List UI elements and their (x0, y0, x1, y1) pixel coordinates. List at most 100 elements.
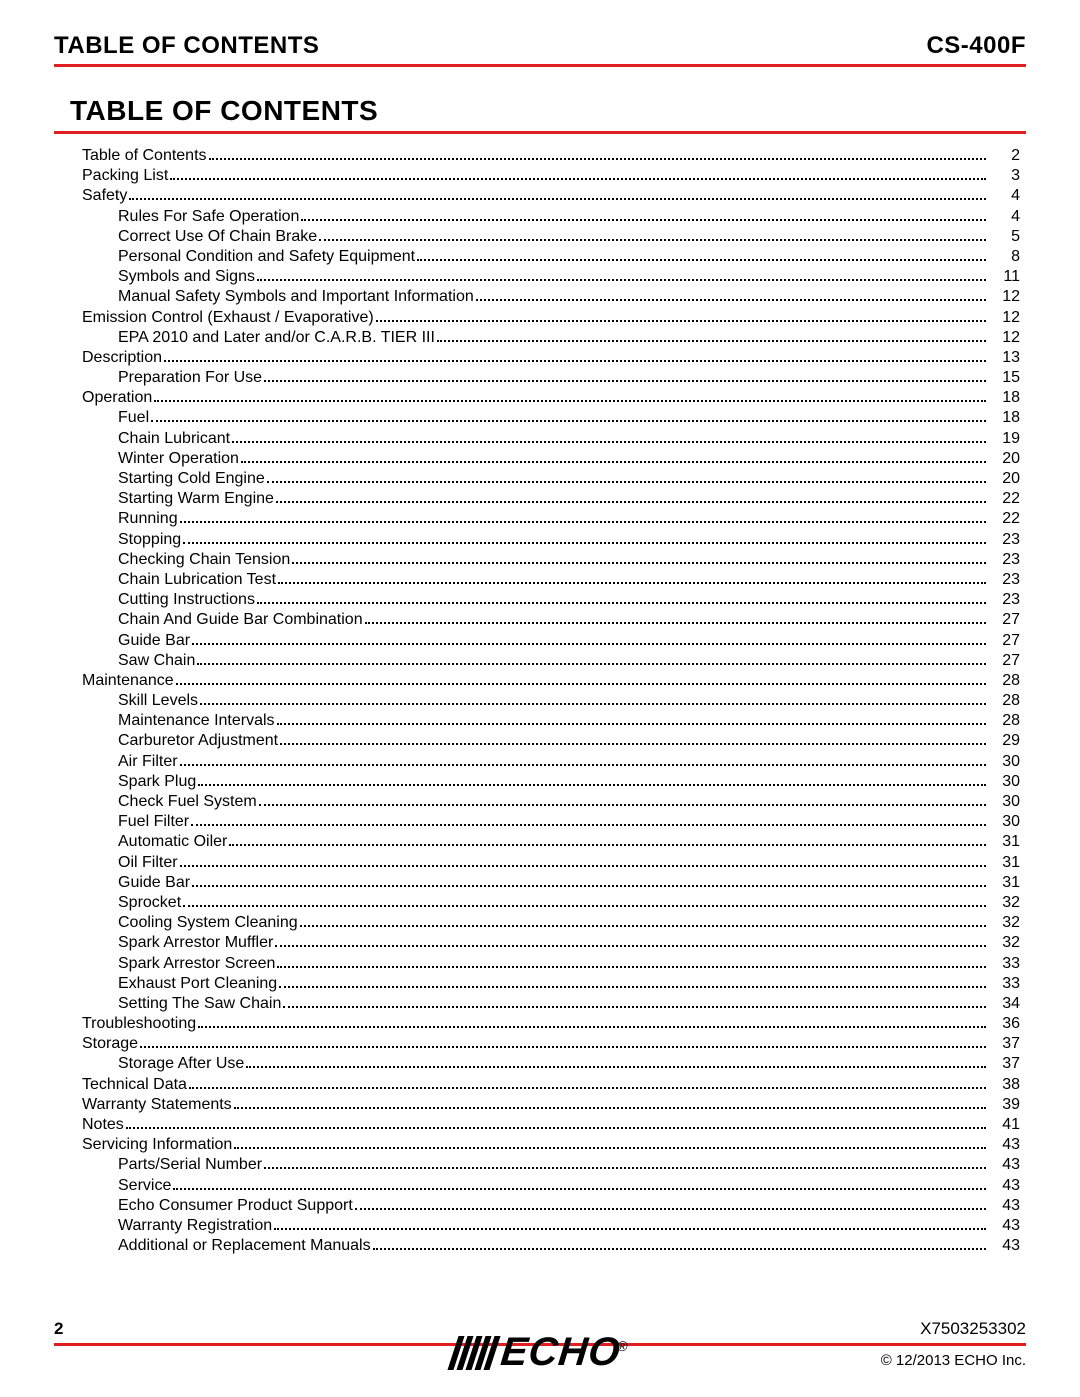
toc-leader-dots (229, 844, 986, 846)
toc-row: Guide Bar 31 (82, 875, 1020, 891)
toc-row: Packing List3 (82, 168, 1020, 184)
toc-page-number: 34 (990, 996, 1020, 1012)
toc-leader-dots (274, 1228, 986, 1230)
toc-leader-dots (476, 299, 986, 301)
toc-page-number: 39 (990, 1097, 1020, 1113)
toc-label: Troubleshooting (82, 1016, 196, 1032)
toc-label: Table of Contents (82, 148, 207, 164)
toc-leader-dots (280, 743, 986, 745)
page-title: TABLE OF CONTENTS (70, 95, 1026, 127)
toc-page-number: 43 (990, 1137, 1020, 1153)
toc-label: Fuel Filter (118, 814, 189, 830)
toc-row: Fuel18 (82, 410, 1020, 426)
toc-label: Check Fuel System (118, 794, 257, 810)
toc-label: Service (118, 1178, 171, 1194)
toc-label: Cutting Instructions (118, 592, 255, 608)
toc-page-number: 33 (990, 956, 1020, 972)
toc-leader-dots (300, 925, 986, 927)
toc-label: Maintenance (82, 673, 174, 689)
toc-leader-dots (164, 360, 986, 362)
toc-row: Automatic Oiler 31 (82, 834, 1020, 850)
toc-label: Maintenance Intervals (118, 713, 275, 729)
toc-label: Stopping (118, 532, 181, 548)
toc-page-number: 12 (990, 330, 1020, 346)
toc-row: Maintenance Intervals28 (82, 713, 1020, 729)
toc-row: Chain Lubrication Test23 (82, 572, 1020, 588)
toc-page-number: 18 (990, 390, 1020, 406)
toc-page-number: 37 (990, 1036, 1020, 1052)
toc-row: Chain And Guide Bar Combination27 (82, 612, 1020, 628)
toc-leader-dots (241, 461, 986, 463)
toc-row: Stopping 23 (82, 532, 1020, 548)
toc-page-number: 23 (990, 532, 1020, 548)
toc-leader-dots (180, 764, 986, 766)
toc-label: Saw Chain (118, 653, 195, 669)
toc-page-number: 4 (990, 188, 1020, 204)
toc-leader-dots (275, 945, 986, 947)
toc-leader-dots (151, 420, 986, 422)
toc-label: Skill Levels (118, 693, 198, 709)
toc-leader-dots (264, 380, 986, 382)
toc-leader-dots (373, 1248, 986, 1250)
footer-top-row: 2 X7503253302 (54, 1319, 1026, 1339)
toc-page-number: 22 (990, 511, 1020, 527)
toc-leader-dots (197, 663, 986, 665)
toc-page-number: 43 (990, 1157, 1020, 1173)
toc-label: Automatic Oiler (118, 834, 227, 850)
toc-label: Starting Warm Engine (118, 491, 274, 507)
toc-page-number: 19 (990, 431, 1020, 447)
toc-row: Emission Control (Exhaust / Evaporative)… (82, 310, 1020, 326)
toc-label: Packing List (82, 168, 168, 184)
header-rule (54, 64, 1026, 67)
footer-bottom-row: © 12/2013 ECHO Inc. (54, 1352, 1026, 1369)
toc-label: Operation (82, 390, 152, 406)
toc-leader-dots (259, 804, 986, 806)
toc-leader-dots (183, 542, 986, 544)
page-header: TABLE OF CONTENTS CS-400F (54, 32, 1026, 60)
toc-page-number: 20 (990, 471, 1020, 487)
toc-page-number: 31 (990, 834, 1020, 850)
toc-row: Manual Safety Symbols and Important Info… (82, 289, 1020, 305)
toc-page-number: 31 (990, 875, 1020, 891)
toc-leader-dots (183, 905, 986, 907)
toc-label: Manual Safety Symbols and Important Info… (118, 289, 474, 305)
toc-row: Spark Arrestor Screen33 (82, 956, 1020, 972)
table-of-contents: Table of Contents2Packing List3Safety4Ru… (54, 148, 1026, 1254)
toc-label: Checking Chain Tension (118, 552, 290, 568)
footer-rule (54, 1343, 1026, 1346)
toc-label: Rules For Safe Operation (118, 209, 299, 225)
toc-label: Servicing Information (82, 1137, 232, 1153)
toc-label: Correct Use Of Chain Brake (118, 229, 317, 245)
toc-leader-dots (234, 1107, 986, 1109)
toc-row: Rules For Safe Operation4 (82, 209, 1020, 225)
toc-leader-dots (257, 602, 986, 604)
toc-leader-dots (264, 1167, 986, 1169)
toc-page-number: 23 (990, 572, 1020, 588)
toc-label: Chain And Guide Bar Combination (118, 612, 363, 628)
toc-row: Skill Levels 28 (82, 693, 1020, 709)
toc-leader-dots (277, 723, 986, 725)
toc-leader-dots (234, 1147, 986, 1149)
toc-leader-dots (246, 1066, 986, 1068)
toc-page-number: 28 (990, 693, 1020, 709)
toc-label: Cooling System Cleaning (118, 915, 298, 931)
toc-label: Echo Consumer Product Support (118, 1198, 353, 1214)
toc-page-number: 30 (990, 754, 1020, 770)
toc-row: Storage37 (82, 1036, 1020, 1052)
toc-label: Technical Data (82, 1077, 187, 1093)
toc-leader-dots (192, 885, 986, 887)
toc-page-number: 43 (990, 1178, 1020, 1194)
toc-page-number: 36 (990, 1016, 1020, 1032)
toc-label: Guide Bar (118, 875, 190, 891)
toc-page-number: 37 (990, 1056, 1020, 1072)
toc-label: Spark Arrestor Muffler (118, 935, 273, 951)
toc-leader-dots (276, 501, 986, 503)
toc-page-number: 31 (990, 855, 1020, 871)
toc-page-number: 23 (990, 552, 1020, 568)
toc-leader-dots (365, 622, 986, 624)
toc-leader-dots (200, 703, 986, 705)
toc-page-number: 29 (990, 733, 1020, 749)
toc-page-number: 30 (990, 774, 1020, 790)
toc-leader-dots (417, 259, 986, 261)
toc-page-number: 5 (990, 229, 1020, 245)
